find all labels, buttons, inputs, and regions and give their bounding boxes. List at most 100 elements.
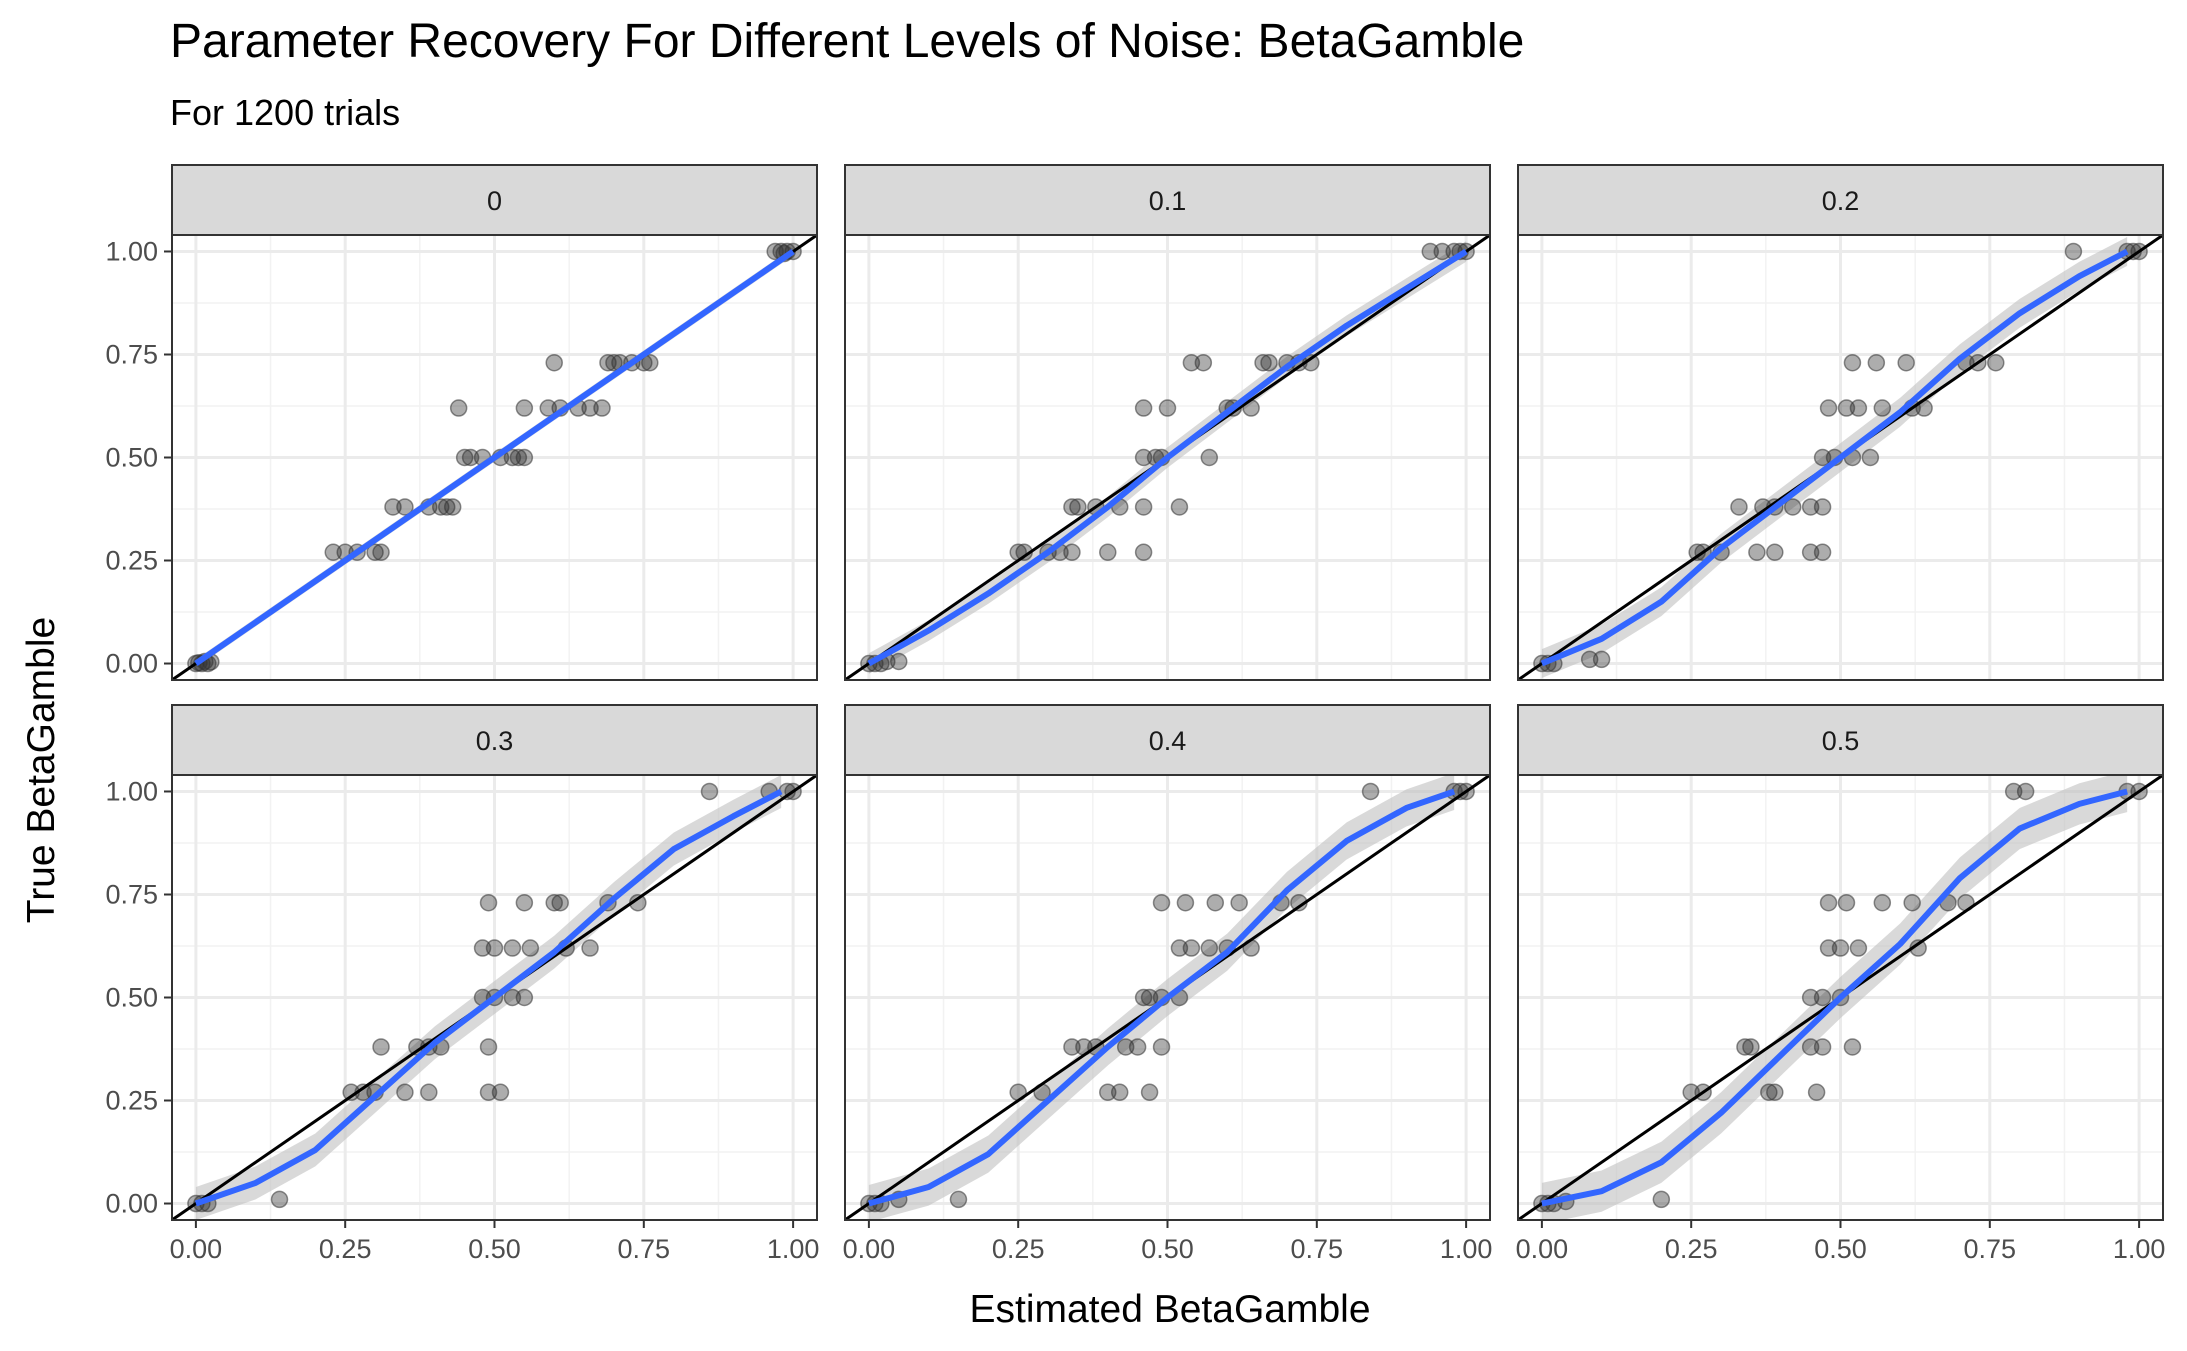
- data-point: [1421, 242, 1440, 261]
- strip-background: [1517, 704, 2164, 776]
- strip-label: 0.3: [476, 726, 514, 756]
- data-point: [2004, 782, 2023, 801]
- data-point: [443, 498, 462, 516]
- panel-plot-area: [1518, 775, 2163, 1220]
- data-point: [1254, 353, 1272, 372]
- panel-0.5: 0.5 0.00 0.25 0.50 0.75 1.00: [1516, 704, 2165, 1264]
- data-point: [1736, 1038, 1754, 1056]
- data-point: [485, 939, 504, 957]
- x-tick-label: 1.00: [767, 1234, 820, 1264]
- data-point: [1134, 498, 1153, 516]
- x-tick-label: 0.50: [468, 1234, 521, 1264]
- x-tick-label: 0.00: [843, 1234, 896, 1264]
- panel-0.1: 0.1: [844, 164, 1491, 681]
- data-point: [1843, 353, 1862, 372]
- data-point: [270, 1190, 289, 1209]
- data-point: [1152, 893, 1171, 912]
- data-point: [461, 448, 480, 467]
- panel-0.3: 0.3 0.00 0.25 0.50 0.75 1.00 0.00 0.25 0.50 0.75 1…: [105, 704, 820, 1264]
- data-point: [479, 893, 498, 912]
- strip-label: 0.5: [1822, 726, 1860, 756]
- data-point: [479, 1038, 498, 1056]
- panel-plot-area: [172, 235, 817, 680]
- x-tick-label: 0.50: [1814, 1234, 1867, 1264]
- x-tick-label: 0.25: [1665, 1234, 1718, 1264]
- y-tick-label: 0.25: [105, 1086, 158, 1116]
- data-point: [324, 543, 342, 562]
- data-point: [1182, 939, 1201, 957]
- data-point: [581, 939, 599, 957]
- smooth-line: [868, 788, 1456, 1207]
- data-point: [1134, 543, 1153, 562]
- data-point: [1592, 650, 1611, 669]
- x-tick-label: 0.00: [1516, 1234, 1569, 1264]
- data-point: [1069, 498, 1087, 516]
- data-point: [515, 448, 534, 467]
- data-point: [1873, 399, 1892, 417]
- data-point: [1813, 1038, 1832, 1056]
- data-point: [1200, 939, 1219, 957]
- data-point: [1766, 543, 1784, 562]
- data-point: [1849, 939, 1868, 957]
- data-point: [1813, 543, 1832, 562]
- data-point: [491, 1083, 510, 1102]
- data-point: [1831, 939, 1850, 957]
- data-point: [1807, 1083, 1826, 1102]
- data-point: [503, 939, 522, 957]
- chart-title: Parameter Recovery For Different Levels …: [170, 15, 1525, 68]
- data-point: [1652, 1190, 1671, 1209]
- data-point: [593, 399, 611, 417]
- data-point: [1783, 498, 1802, 516]
- data-point: [396, 1083, 414, 1102]
- y-tick-label: 0.75: [105, 339, 158, 369]
- chart-subtitle: For 1200 trials: [170, 92, 401, 133]
- data-point: [581, 399, 599, 417]
- data-point: [1182, 353, 1201, 372]
- data-point: [473, 939, 492, 957]
- data-point: [2016, 782, 2035, 801]
- panel-border: [1517, 234, 2164, 681]
- y-tick-label: 0.00: [105, 1189, 158, 1219]
- data-point: [545, 893, 563, 912]
- data-point: [1801, 498, 1820, 516]
- data-point: [890, 652, 908, 671]
- data-point: [503, 988, 522, 1007]
- data-point: [1580, 650, 1599, 669]
- y-tick-label: 0.50: [105, 443, 158, 473]
- data-point: [1819, 893, 1838, 912]
- smooth-line: [1541, 788, 2128, 1207]
- data-point: [1813, 498, 1832, 516]
- x-tick-label: 1.00: [1440, 1234, 1493, 1264]
- data-point: [521, 939, 540, 957]
- data-point: [2064, 242, 2083, 261]
- strip-label: 0.2: [1822, 186, 1860, 216]
- data-point: [1063, 1038, 1081, 1056]
- data-point: [1134, 988, 1153, 1007]
- data-point: [1152, 1038, 1171, 1056]
- data-point: [1813, 988, 1832, 1007]
- data-point: [1873, 893, 1892, 912]
- data-point: [1837, 399, 1856, 417]
- data-point: [1843, 1038, 1862, 1056]
- data-point: [1110, 1083, 1129, 1102]
- data-point: [1897, 353, 1915, 372]
- x-axis-title: Estimated BetaGamble: [969, 1288, 1370, 1331]
- data-point: [1766, 1083, 1784, 1102]
- data-point: [1760, 1083, 1778, 1102]
- data-point: [1433, 242, 1451, 261]
- data-point: [1903, 893, 1921, 912]
- data-point: [1987, 353, 2005, 372]
- data-point: [1206, 893, 1225, 912]
- panel-0.4: 0.4 0.00 0.25 0.50 0.75 1.00: [843, 704, 1493, 1264]
- data-point: [1837, 893, 1856, 912]
- y-tick-label: 0.50: [105, 983, 158, 1013]
- strip-background: [844, 164, 1491, 236]
- smooth-line: [194, 249, 795, 666]
- data-point: [509, 448, 528, 467]
- data-point: [949, 1190, 968, 1209]
- data-point: [1200, 448, 1219, 467]
- data-point: [1140, 988, 1159, 1007]
- data-point: [1099, 543, 1117, 562]
- panel-0: 0 0.00 0.25 0.50 0.75 1.00: [105, 164, 818, 681]
